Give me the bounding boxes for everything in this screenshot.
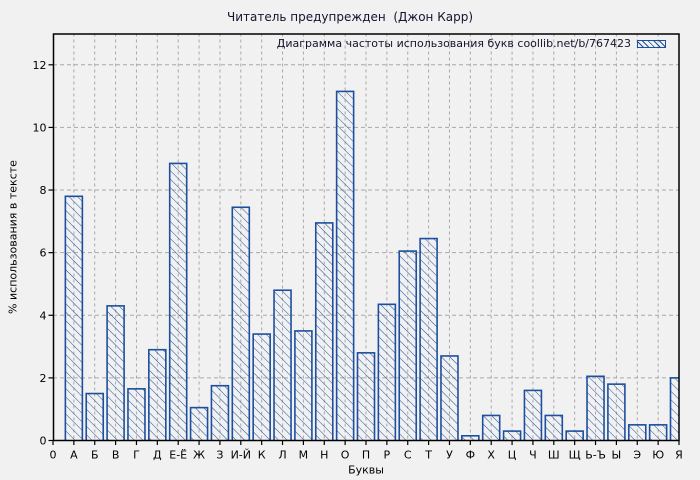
x-tick-labels: 0 А Б В Г Д Е-Ё Ж З И-Й К Л М Н О П Р С Т У Ф Х Ц Ч Ш Щ Ь-Ъ Ы Э Ю Я (50, 449, 683, 462)
bar-Д (148, 348, 167, 441)
bar-Г (127, 388, 146, 441)
x-tick-label: В (112, 449, 120, 462)
y-tick-label: 12 (33, 59, 47, 72)
x-tick-label: Ю (652, 449, 664, 462)
bar-Б (85, 392, 105, 441)
bar-З (210, 384, 230, 441)
x-tick-label: М (299, 449, 309, 462)
legend-swatch-hatched (637, 39, 666, 48)
bar-Р (377, 303, 397, 441)
x-tick-label: А (70, 449, 78, 462)
bar-М (294, 330, 313, 441)
bar-Н (314, 222, 334, 441)
plot-border (52, 33, 680, 442)
bar-И-Й (231, 206, 251, 441)
bar-У (440, 355, 459, 441)
bar-Ь-Ъ (586, 375, 605, 441)
x-tick-label: Ш (548, 449, 560, 462)
x-tick-label: Е-Ё (169, 449, 187, 462)
bar-Я (669, 377, 679, 441)
bar-Х (481, 414, 501, 441)
bar-Ф (461, 435, 480, 441)
x-tick-label: Р (384, 449, 391, 462)
x-tick-label: Ь-Ъ (585, 449, 606, 462)
x-tick-label: Г (133, 449, 140, 462)
y-tick-label: 8 (40, 184, 47, 197)
y-tick-label: 10 (33, 121, 47, 134)
x-tick-label: Ч (529, 449, 537, 462)
x-tick-label: О (341, 449, 350, 462)
x-tick-label: Ж (193, 449, 205, 462)
x-tick-label: Х (487, 449, 495, 462)
bar-Ж (189, 406, 209, 441)
x-tick-label: У (446, 449, 453, 462)
x-tick-label: Ы (612, 449, 622, 462)
legend-label: Диаграмма частоты использования букв coo… (276, 37, 631, 50)
bar-Ю (648, 424, 668, 441)
bar-С (398, 250, 418, 441)
x-tick-label: Я (675, 449, 683, 462)
bar-Щ (565, 430, 584, 441)
y-tick-label: 6 (40, 247, 47, 260)
x-tick-label: П (362, 449, 370, 462)
x-tick-label: Н (320, 449, 328, 462)
x-tick-label: Щ (569, 449, 581, 462)
legend: Диаграмма частоты использования букв coo… (277, 37, 666, 50)
y-tick-label: 4 (40, 309, 47, 322)
x-tick-label: Ф (466, 449, 475, 462)
bar-В (106, 305, 125, 441)
bar-П (356, 352, 376, 441)
x-tick-label: З (216, 449, 223, 462)
bar-Э (627, 424, 647, 441)
bar-Ы (607, 383, 626, 441)
x-tick-label: Б (91, 449, 99, 462)
x-tick-label: Л (278, 449, 286, 462)
bar-Т (419, 237, 438, 441)
bar-Ч (523, 389, 543, 441)
x-tick-label: К (258, 449, 266, 462)
x-tick-label: 0 (50, 449, 57, 462)
bar-Ц (502, 430, 522, 441)
x-tick-label: Ц (508, 449, 517, 462)
bars-group (64, 90, 679, 441)
bar-А (64, 195, 84, 441)
x-tick-label: Т (424, 449, 432, 462)
chart-title: Читатель предупрежден (Джон Карр) (226, 10, 474, 24)
x-tick-label: Д (153, 449, 162, 462)
y-tick-label: 2 (40, 372, 47, 385)
x-tick-label: С (404, 449, 412, 462)
y-tick-labels: 0 2 4 6 8 10 12 (33, 59, 47, 448)
bar-К (252, 333, 271, 441)
x-tick-label: И-Й (231, 449, 251, 462)
x-tick-label: Э (633, 449, 641, 462)
x-axis-label: Буквы (348, 463, 384, 477)
bar-Е-Ё (168, 162, 188, 441)
bar-Л (273, 289, 292, 441)
y-tick-label: 0 (40, 435, 47, 448)
bar-О (335, 90, 355, 441)
bar-Ш (544, 414, 564, 441)
